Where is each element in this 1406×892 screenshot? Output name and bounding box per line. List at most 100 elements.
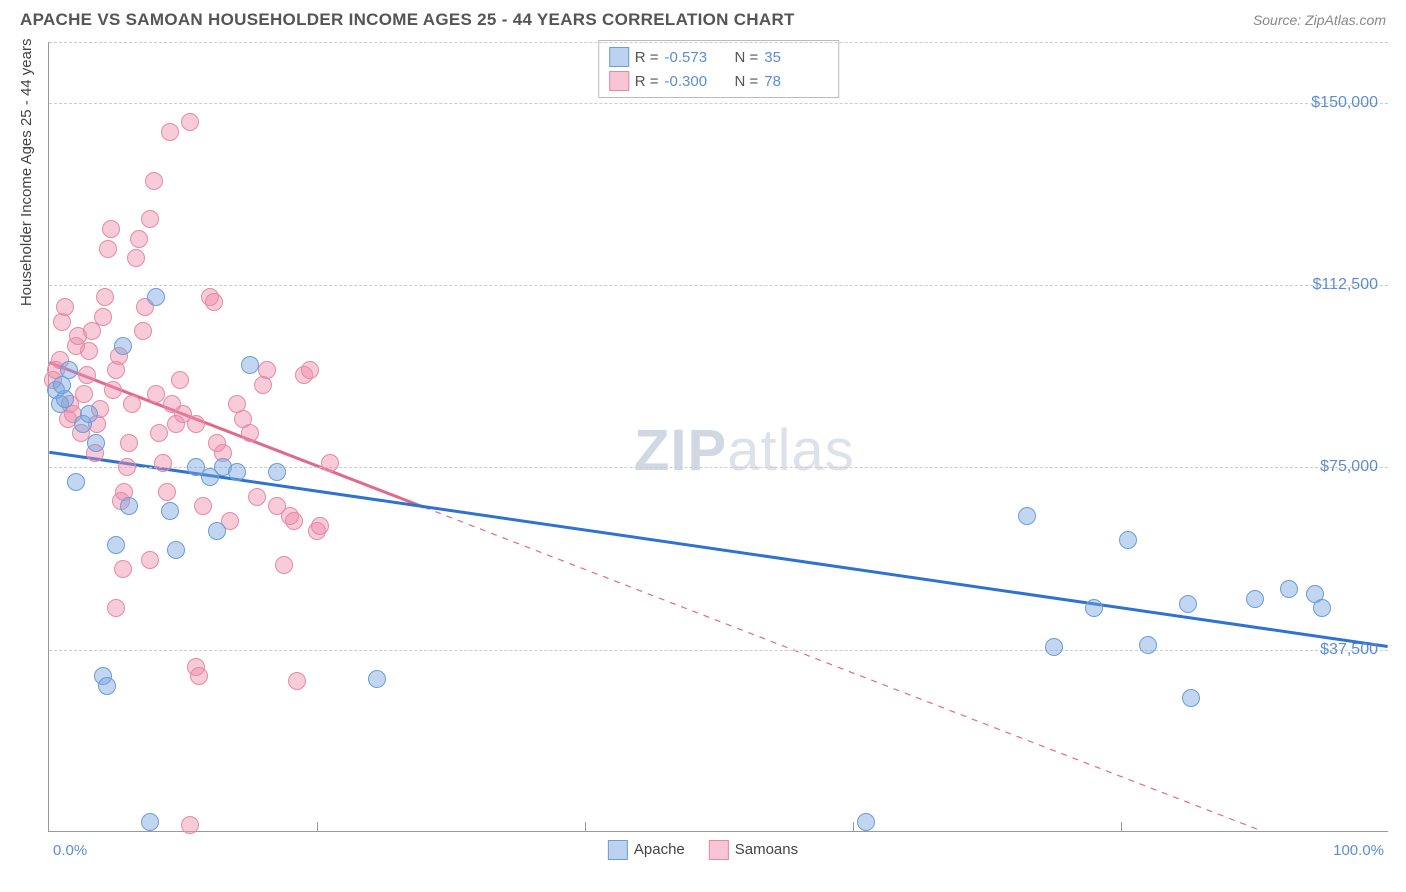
data-point-apache <box>98 677 116 695</box>
data-point-samoans <box>120 434 138 452</box>
data-point-apache <box>80 405 98 423</box>
y-tick-label: $112,500 <box>1312 276 1378 294</box>
data-point-samoans <box>190 667 208 685</box>
r-label: R = <box>635 49 659 66</box>
data-point-samoans <box>248 488 266 506</box>
data-point-samoans <box>94 308 112 326</box>
data-point-samoans <box>194 497 212 515</box>
data-point-apache <box>1119 531 1137 549</box>
data-point-samoans <box>171 371 189 389</box>
gridline-h <box>49 467 1388 468</box>
data-point-apache <box>1018 507 1036 525</box>
data-point-apache <box>107 536 125 554</box>
data-point-samoans <box>275 556 293 574</box>
data-point-samoans <box>158 483 176 501</box>
data-point-apache <box>1045 638 1063 656</box>
y-tick-label: $37,500 <box>1320 641 1378 659</box>
chart-title: APACHE VS SAMOAN HOUSEHOLDER INCOME AGES… <box>20 10 795 30</box>
data-point-samoans <box>241 424 259 442</box>
data-point-samoans <box>104 381 122 399</box>
data-point-apache <box>67 473 85 491</box>
gridline-h <box>49 285 1388 286</box>
y-tick-label: $150,000 <box>1311 94 1378 112</box>
data-point-samoans <box>145 172 163 190</box>
data-point-samoans <box>150 424 168 442</box>
n-label: N = <box>735 49 759 66</box>
data-point-samoans <box>321 454 339 472</box>
data-point-samoans <box>181 816 199 834</box>
swatch-samoans <box>609 71 629 91</box>
data-point-apache <box>1280 580 1298 598</box>
data-point-samoans <box>141 210 159 228</box>
data-point-apache <box>1246 590 1264 608</box>
data-point-samoans <box>99 240 117 258</box>
swatch-apache <box>609 47 629 67</box>
data-point-apache <box>857 813 875 831</box>
legend-row-samoans: R = -0.300 N = 78 <box>609 69 829 93</box>
data-point-apache <box>114 337 132 355</box>
data-point-samoans <box>258 361 276 379</box>
data-point-samoans <box>78 366 96 384</box>
data-point-samoans <box>205 293 223 311</box>
legend-swatch <box>709 840 729 860</box>
series-legend: Apache Samoans <box>608 840 798 860</box>
data-point-samoans <box>285 512 303 530</box>
x-tick-mark <box>317 822 318 832</box>
source-label: Source: ZipAtlas.com <box>1253 12 1386 28</box>
data-point-samoans <box>154 454 172 472</box>
data-point-apache <box>161 502 179 520</box>
x-tick-label: 0.0% <box>53 842 87 859</box>
data-point-samoans <box>288 672 306 690</box>
watermark-light: atlas <box>727 418 855 483</box>
data-point-apache <box>120 497 138 515</box>
watermark-bold: ZIP <box>634 418 727 483</box>
data-point-apache <box>208 522 226 540</box>
data-point-samoans <box>123 395 141 413</box>
data-point-apache <box>56 390 74 408</box>
data-point-apache <box>60 361 78 379</box>
data-point-apache <box>1313 599 1331 617</box>
data-point-apache <box>167 541 185 559</box>
gridline-h <box>49 42 1388 43</box>
gridline-h <box>49 650 1388 651</box>
data-point-samoans <box>130 230 148 248</box>
data-point-apache <box>241 356 259 374</box>
data-point-samoans <box>301 361 319 379</box>
data-point-samoans <box>187 415 205 433</box>
legend-item: Samoans <box>709 840 798 860</box>
x-tick-mark <box>585 822 586 832</box>
x-tick-mark <box>853 822 854 832</box>
data-point-samoans <box>118 458 136 476</box>
data-point-apache <box>228 463 246 481</box>
data-point-samoans <box>96 288 114 306</box>
y-axis-title: Householder Income Ages 25 - 44 years <box>18 39 35 307</box>
data-point-apache <box>1179 595 1197 613</box>
legend-swatch <box>608 840 628 860</box>
data-point-samoans <box>114 560 132 578</box>
data-point-apache <box>87 434 105 452</box>
legend-row-apache: R = -0.573 N = 35 <box>609 45 829 69</box>
n-label: N = <box>735 73 759 90</box>
data-point-samoans <box>102 220 120 238</box>
data-point-samoans <box>56 298 74 316</box>
data-point-samoans <box>134 322 152 340</box>
data-point-apache <box>1085 599 1103 617</box>
data-point-samoans <box>181 113 199 131</box>
scatter-chart: ZIPatlas R = -0.573 N = 35 R = -0.300 N … <box>48 42 1388 832</box>
data-point-apache <box>368 670 386 688</box>
r-value-apache: -0.573 <box>665 49 729 66</box>
data-point-samoans <box>80 342 98 360</box>
correlation-legend: R = -0.573 N = 35 R = -0.300 N = 78 <box>598 40 840 98</box>
data-point-samoans <box>141 551 159 569</box>
data-point-samoans <box>75 385 93 403</box>
r-label: R = <box>635 73 659 90</box>
data-point-samoans <box>311 517 329 535</box>
data-point-apache <box>147 288 165 306</box>
n-value-apache: 35 <box>764 49 828 66</box>
n-value-samoans: 78 <box>764 73 828 90</box>
x-tick-mark <box>1121 822 1122 832</box>
y-tick-label: $75,000 <box>1320 458 1378 476</box>
legend-item: Apache <box>608 840 685 860</box>
data-point-apache <box>141 813 159 831</box>
data-point-apache <box>268 463 286 481</box>
